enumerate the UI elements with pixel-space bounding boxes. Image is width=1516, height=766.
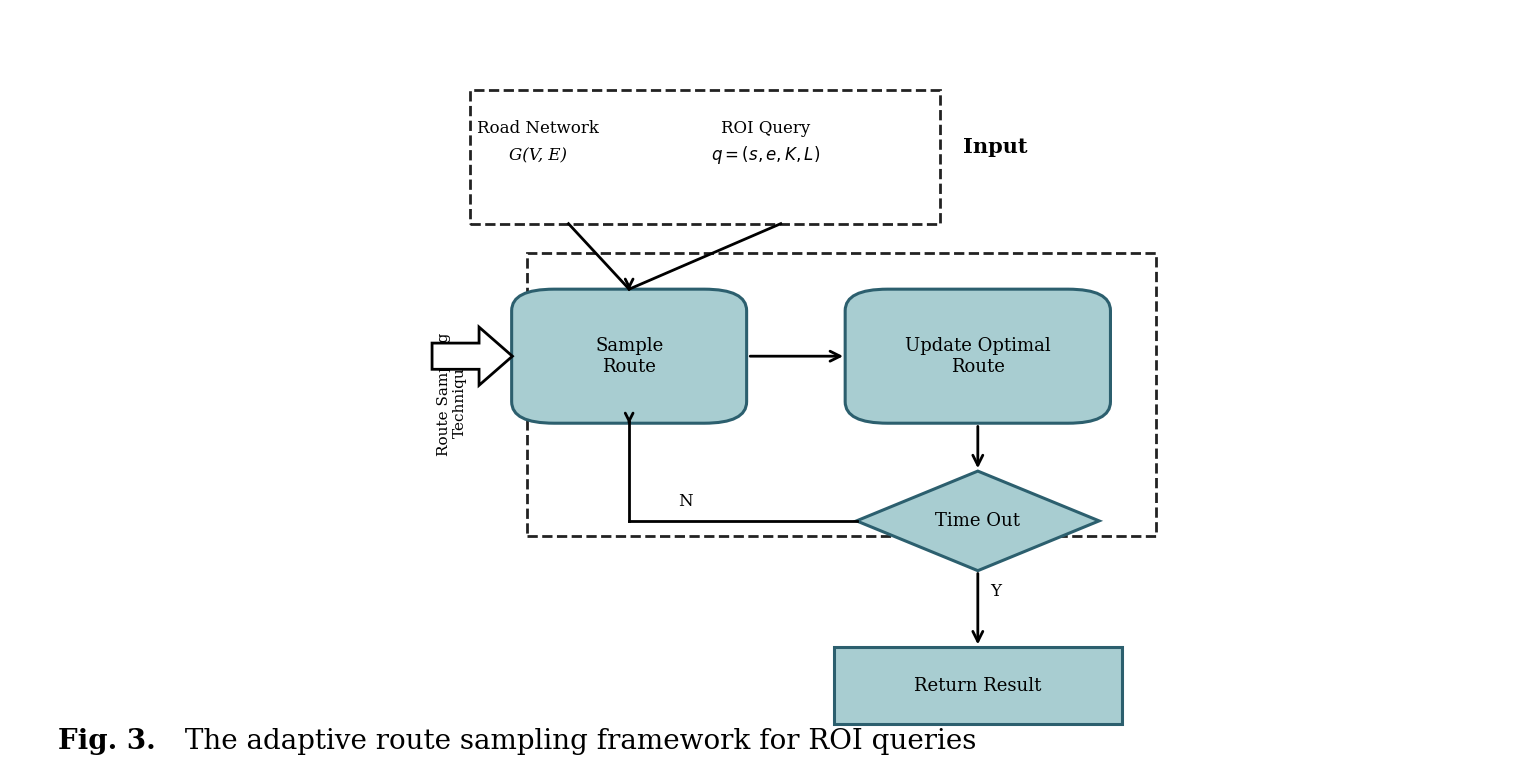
Text: N: N xyxy=(678,493,693,510)
Bar xyxy=(834,647,1122,724)
Text: Road Network: Road Network xyxy=(478,120,599,137)
Text: ROI Query: ROI Query xyxy=(722,120,810,137)
Text: $q = (s, e, K, L)$: $q = (s, e, K, L)$ xyxy=(711,145,820,166)
Bar xyxy=(470,90,940,224)
Bar xyxy=(528,253,1155,536)
Text: Y: Y xyxy=(990,583,1001,600)
Polygon shape xyxy=(857,471,1099,571)
Text: Input: Input xyxy=(963,137,1028,157)
Text: Update Optimal
Route: Update Optimal Route xyxy=(905,337,1051,375)
FancyBboxPatch shape xyxy=(511,289,746,423)
Text: Sample
Route: Sample Route xyxy=(594,337,664,375)
Text: Time Out: Time Out xyxy=(935,512,1020,530)
Text: Fig. 3.: Fig. 3. xyxy=(58,728,155,755)
Text: Route Sampling
Techniques: Route Sampling Techniques xyxy=(437,332,467,457)
FancyBboxPatch shape xyxy=(846,289,1110,423)
Text: G(V, E): G(V, E) xyxy=(509,147,567,164)
FancyArrow shape xyxy=(432,327,512,385)
Text: Return Result: Return Result xyxy=(914,676,1041,695)
Text: The adaptive route sampling framework for ROI queries: The adaptive route sampling framework fo… xyxy=(176,728,976,755)
